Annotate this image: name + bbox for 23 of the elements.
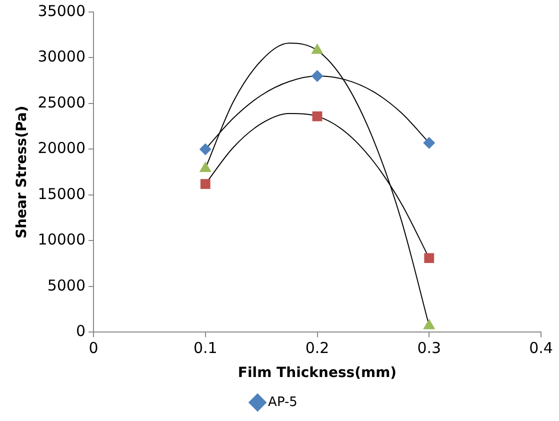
x-tick-label: 0.4	[529, 339, 553, 358]
point	[423, 318, 436, 330]
point	[311, 70, 324, 82]
legend-label: AP-5	[268, 394, 298, 410]
y-tick-label: 25000	[38, 93, 86, 112]
x-axis-title: Film Thickness(mm)	[238, 365, 397, 382]
x-tick-label: 0.3	[417, 339, 442, 358]
point	[424, 253, 434, 264]
point	[423, 136, 436, 149]
y-tick-label: 35000	[38, 2, 86, 20]
x-tick-label: 0	[88, 339, 98, 358]
y-axis-title: Shear Stress(Pa)	[14, 106, 30, 238]
y-tick-label: 30000	[38, 48, 86, 66]
y-tick-label: 0	[76, 322, 86, 340]
point	[200, 179, 210, 189]
x-tick-label: 0.2	[305, 339, 330, 358]
y-tick-label: 15000	[38, 184, 86, 203]
x-tick-label: 0.1	[193, 339, 218, 358]
y-tick-label: 5000	[47, 276, 86, 294]
point	[199, 143, 212, 156]
y-tick-label: 10000	[38, 230, 86, 249]
point	[312, 111, 322, 122]
y-tick-label: 20000	[38, 139, 86, 158]
